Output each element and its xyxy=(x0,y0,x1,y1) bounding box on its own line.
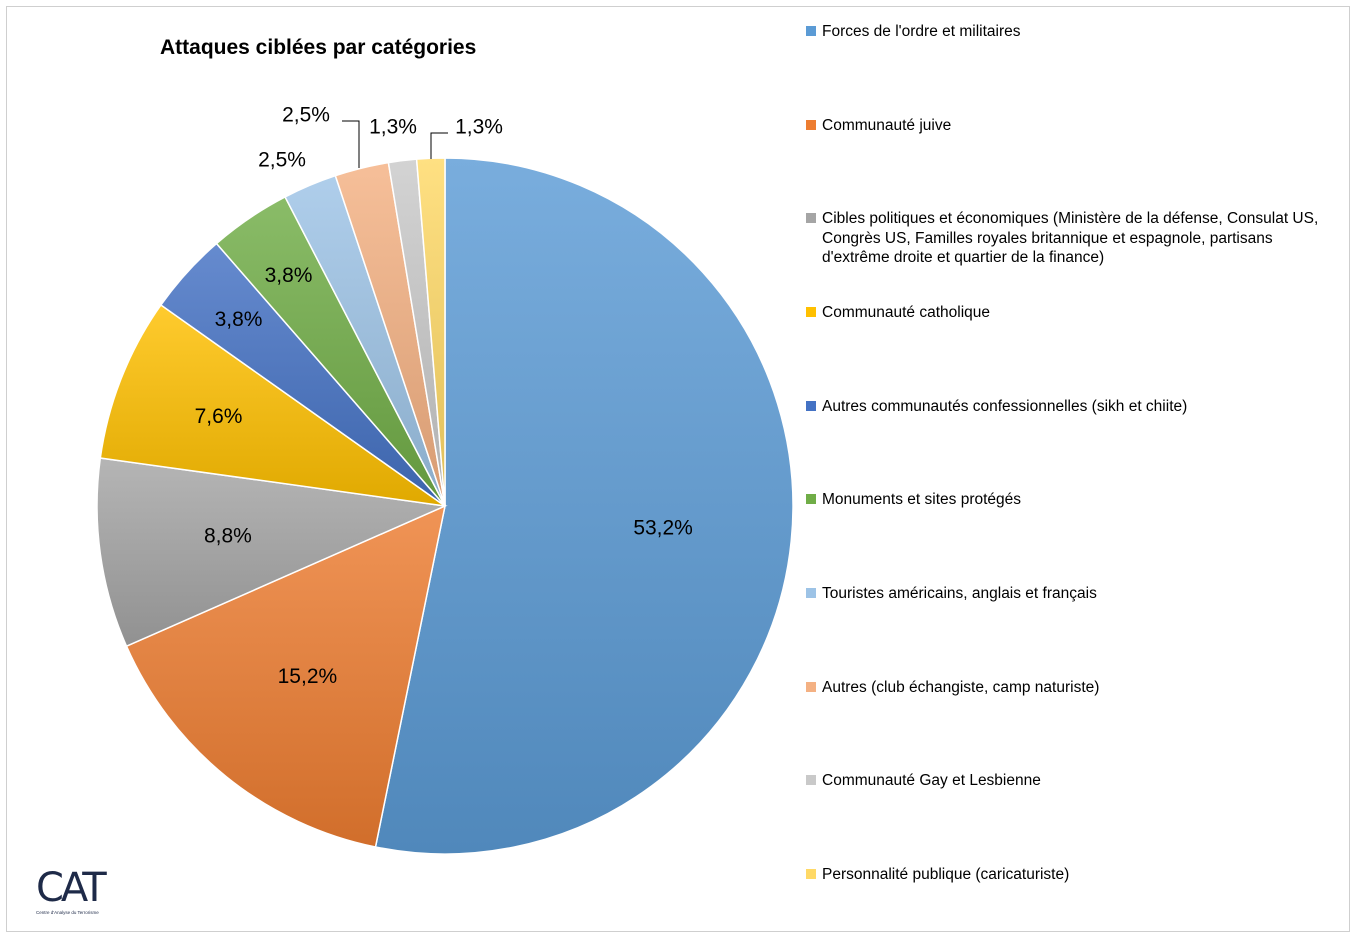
legend-swatch xyxy=(806,26,816,36)
legend-item: Touristes américains, anglais et françai… xyxy=(806,584,1342,604)
pie-slice xyxy=(99,303,446,507)
legend-label: Cibles politiques et économiques (Minist… xyxy=(822,210,1319,266)
data-label: 1,3% xyxy=(369,116,417,139)
legend-swatch xyxy=(806,869,816,879)
legend-label: Monuments et sites protégés xyxy=(822,491,1022,508)
legend-swatch xyxy=(806,401,816,411)
legend-item: Forces de l'ordre et militaires xyxy=(806,22,1342,42)
data-label: 7,6% xyxy=(195,405,243,428)
data-label: 8,8% xyxy=(204,525,252,548)
pie-slice xyxy=(125,504,447,848)
legend-label: Touristes américains, anglais et françai… xyxy=(822,585,1097,602)
legend-swatch xyxy=(806,682,816,692)
data-label: 53,2% xyxy=(633,517,693,540)
legend-swatch xyxy=(806,307,816,317)
legend-swatch xyxy=(806,120,816,130)
leader-line xyxy=(430,132,448,159)
legend-label: Communauté catholique xyxy=(822,304,991,321)
legend-swatch xyxy=(806,775,816,785)
pie-slices xyxy=(96,157,794,855)
data-label: 2,5% xyxy=(258,149,306,172)
legend-item: Communauté Gay et Lesbienne xyxy=(806,771,1342,791)
data-labels: 53,2% 15,2% 8,8% 7,6% 3,8%3,8% 2,5% 2,5% 1,3% 1,… xyxy=(195,104,693,689)
legend-label: Forces de l'ordre et militaires xyxy=(822,23,1021,40)
data-label: 3,8% xyxy=(265,264,313,287)
legend-item: Autres communautés confessionnelles (sik… xyxy=(806,397,1342,417)
data-label: 2,5% xyxy=(282,104,330,127)
data-label: 15,2% xyxy=(278,665,338,688)
legend-swatch xyxy=(806,494,816,504)
legend-item: Autres (club échangiste, camp naturiste) xyxy=(806,678,1342,698)
legend-swatch xyxy=(806,588,816,598)
logo-mark: CAT xyxy=(36,865,107,911)
chart-frame xyxy=(6,6,1350,932)
legend-label: Autres (club échangiste, camp naturiste) xyxy=(822,679,1100,696)
data-label: 3,8% xyxy=(215,308,263,331)
data-label: 1,3% xyxy=(455,116,503,139)
legend-item: Communauté juive xyxy=(806,116,1342,136)
legend-item: Monuments et sites protégés xyxy=(806,490,1342,510)
legend-label: Autres communautés confessionnelles (sik… xyxy=(822,398,1188,415)
leader-lines xyxy=(342,120,448,168)
legend-swatch xyxy=(806,213,816,223)
legend-label: Communauté juive xyxy=(822,117,952,134)
leader-line xyxy=(342,120,360,168)
legend-item: Communauté catholique xyxy=(806,303,1342,323)
pie-slice xyxy=(96,457,448,648)
chart-title: Attaques ciblées par catégories xyxy=(160,36,477,59)
logo-subtitle: Centre d'Analyse du Terrorisme xyxy=(36,910,99,915)
pie-slice xyxy=(374,157,794,855)
legend-label: Personnalité publique (caricaturiste) xyxy=(822,866,1070,883)
legend-item: Personnalité publique (caricaturiste) xyxy=(806,865,1342,885)
legend-label: Communauté Gay et Lesbienne xyxy=(822,772,1041,789)
cat-logo: CAT Centre d'Analyse du Terrorisme xyxy=(36,865,107,915)
legend-item: Cibles politiques et économiques (Minist… xyxy=(806,209,1342,268)
